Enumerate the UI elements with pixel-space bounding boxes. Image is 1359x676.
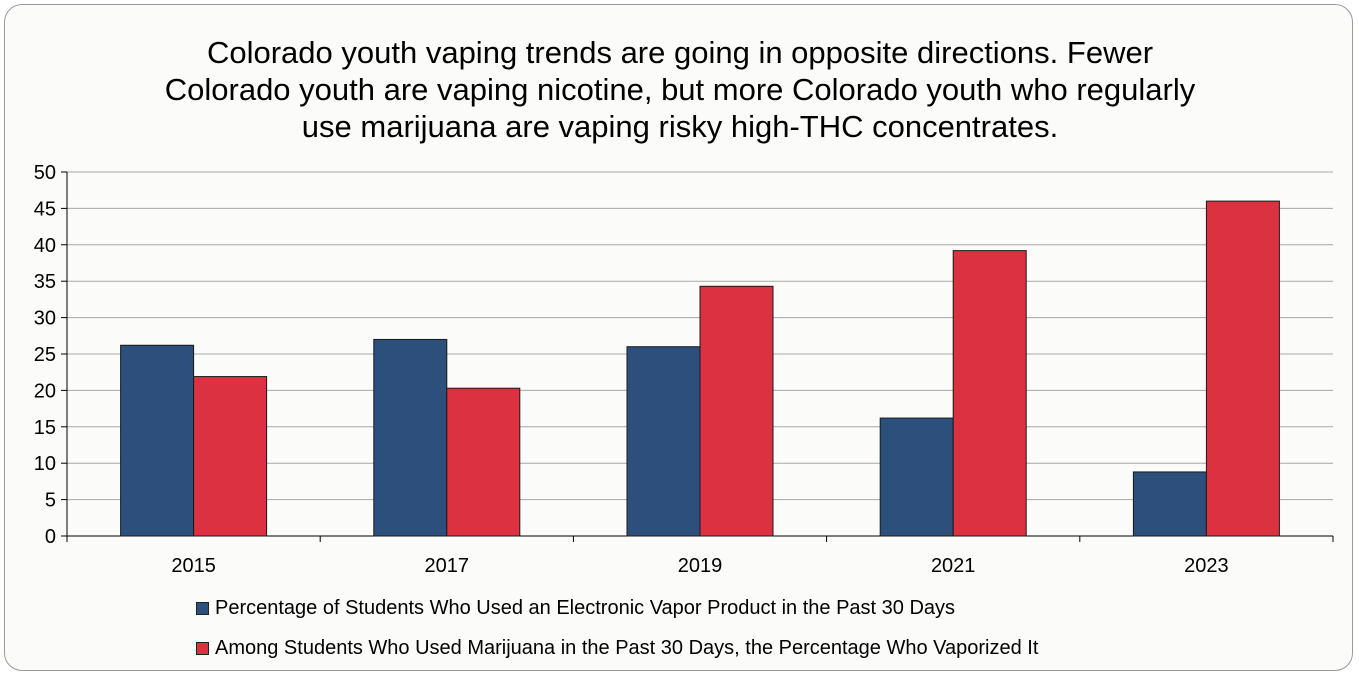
y-tick-label: 25: [34, 344, 56, 366]
bar-marijuana-vaporized-2021: [952, 250, 1027, 537]
x-tick-label: 2015: [171, 555, 216, 577]
bar-vapor-product-2019: [626, 346, 701, 537]
bar-vapor-product-2017: [373, 338, 448, 537]
legend-label-vapor-product: Percentage of Students Who Used an Elect…: [215, 596, 956, 619]
y-tick-label: 15: [34, 417, 56, 439]
legend-swatch-vapor-product: [196, 601, 209, 615]
y-tick-label: 0: [45, 526, 56, 548]
bar-vapor-product-2021: [879, 417, 954, 537]
legend-item-marijuana-vaporized: Among Students Who Used Marijuana in the…: [196, 636, 1038, 660]
y-tick-label: 40: [34, 235, 56, 257]
legend-swatch-marijuana-vaporized: [196, 641, 209, 655]
y-tick-label: 10: [34, 453, 56, 475]
chart-title: Colorado youth vaping trends are going i…: [164, 35, 1196, 144]
legend-label-marijuana-vaporized: Among Students Who Used Marijuana in the…: [215, 636, 1039, 659]
y-tick-label: 45: [34, 198, 56, 220]
bar-marijuana-vaporized-2015: [193, 376, 268, 537]
legend: Percentage of Students Who Used an Elect…: [196, 596, 1038, 676]
bar-marijuana-vaporized-2017: [446, 387, 521, 537]
x-tick-label: 2019: [678, 555, 723, 577]
bar-vapor-product-2015: [120, 344, 195, 537]
x-tick-label: 2023: [1184, 555, 1229, 577]
bar-vapor-product-2023: [1132, 471, 1207, 537]
y-tick-label: 5: [45, 490, 56, 512]
chart-frame: [4, 4, 1353, 671]
y-tick-label: 30: [34, 308, 56, 330]
bar-marijuana-vaporized-2023: [1205, 200, 1280, 537]
y-tick-label: 50: [34, 162, 56, 184]
x-tick-label: 2017: [425, 555, 470, 577]
x-tick-label: 2021: [931, 555, 976, 577]
legend-item-vapor-product: Percentage of Students Who Used an Elect…: [196, 596, 1038, 620]
bar-marijuana-vaporized-2019: [699, 285, 774, 537]
y-tick-label: 20: [34, 380, 56, 402]
y-tick-label: 35: [34, 271, 56, 293]
